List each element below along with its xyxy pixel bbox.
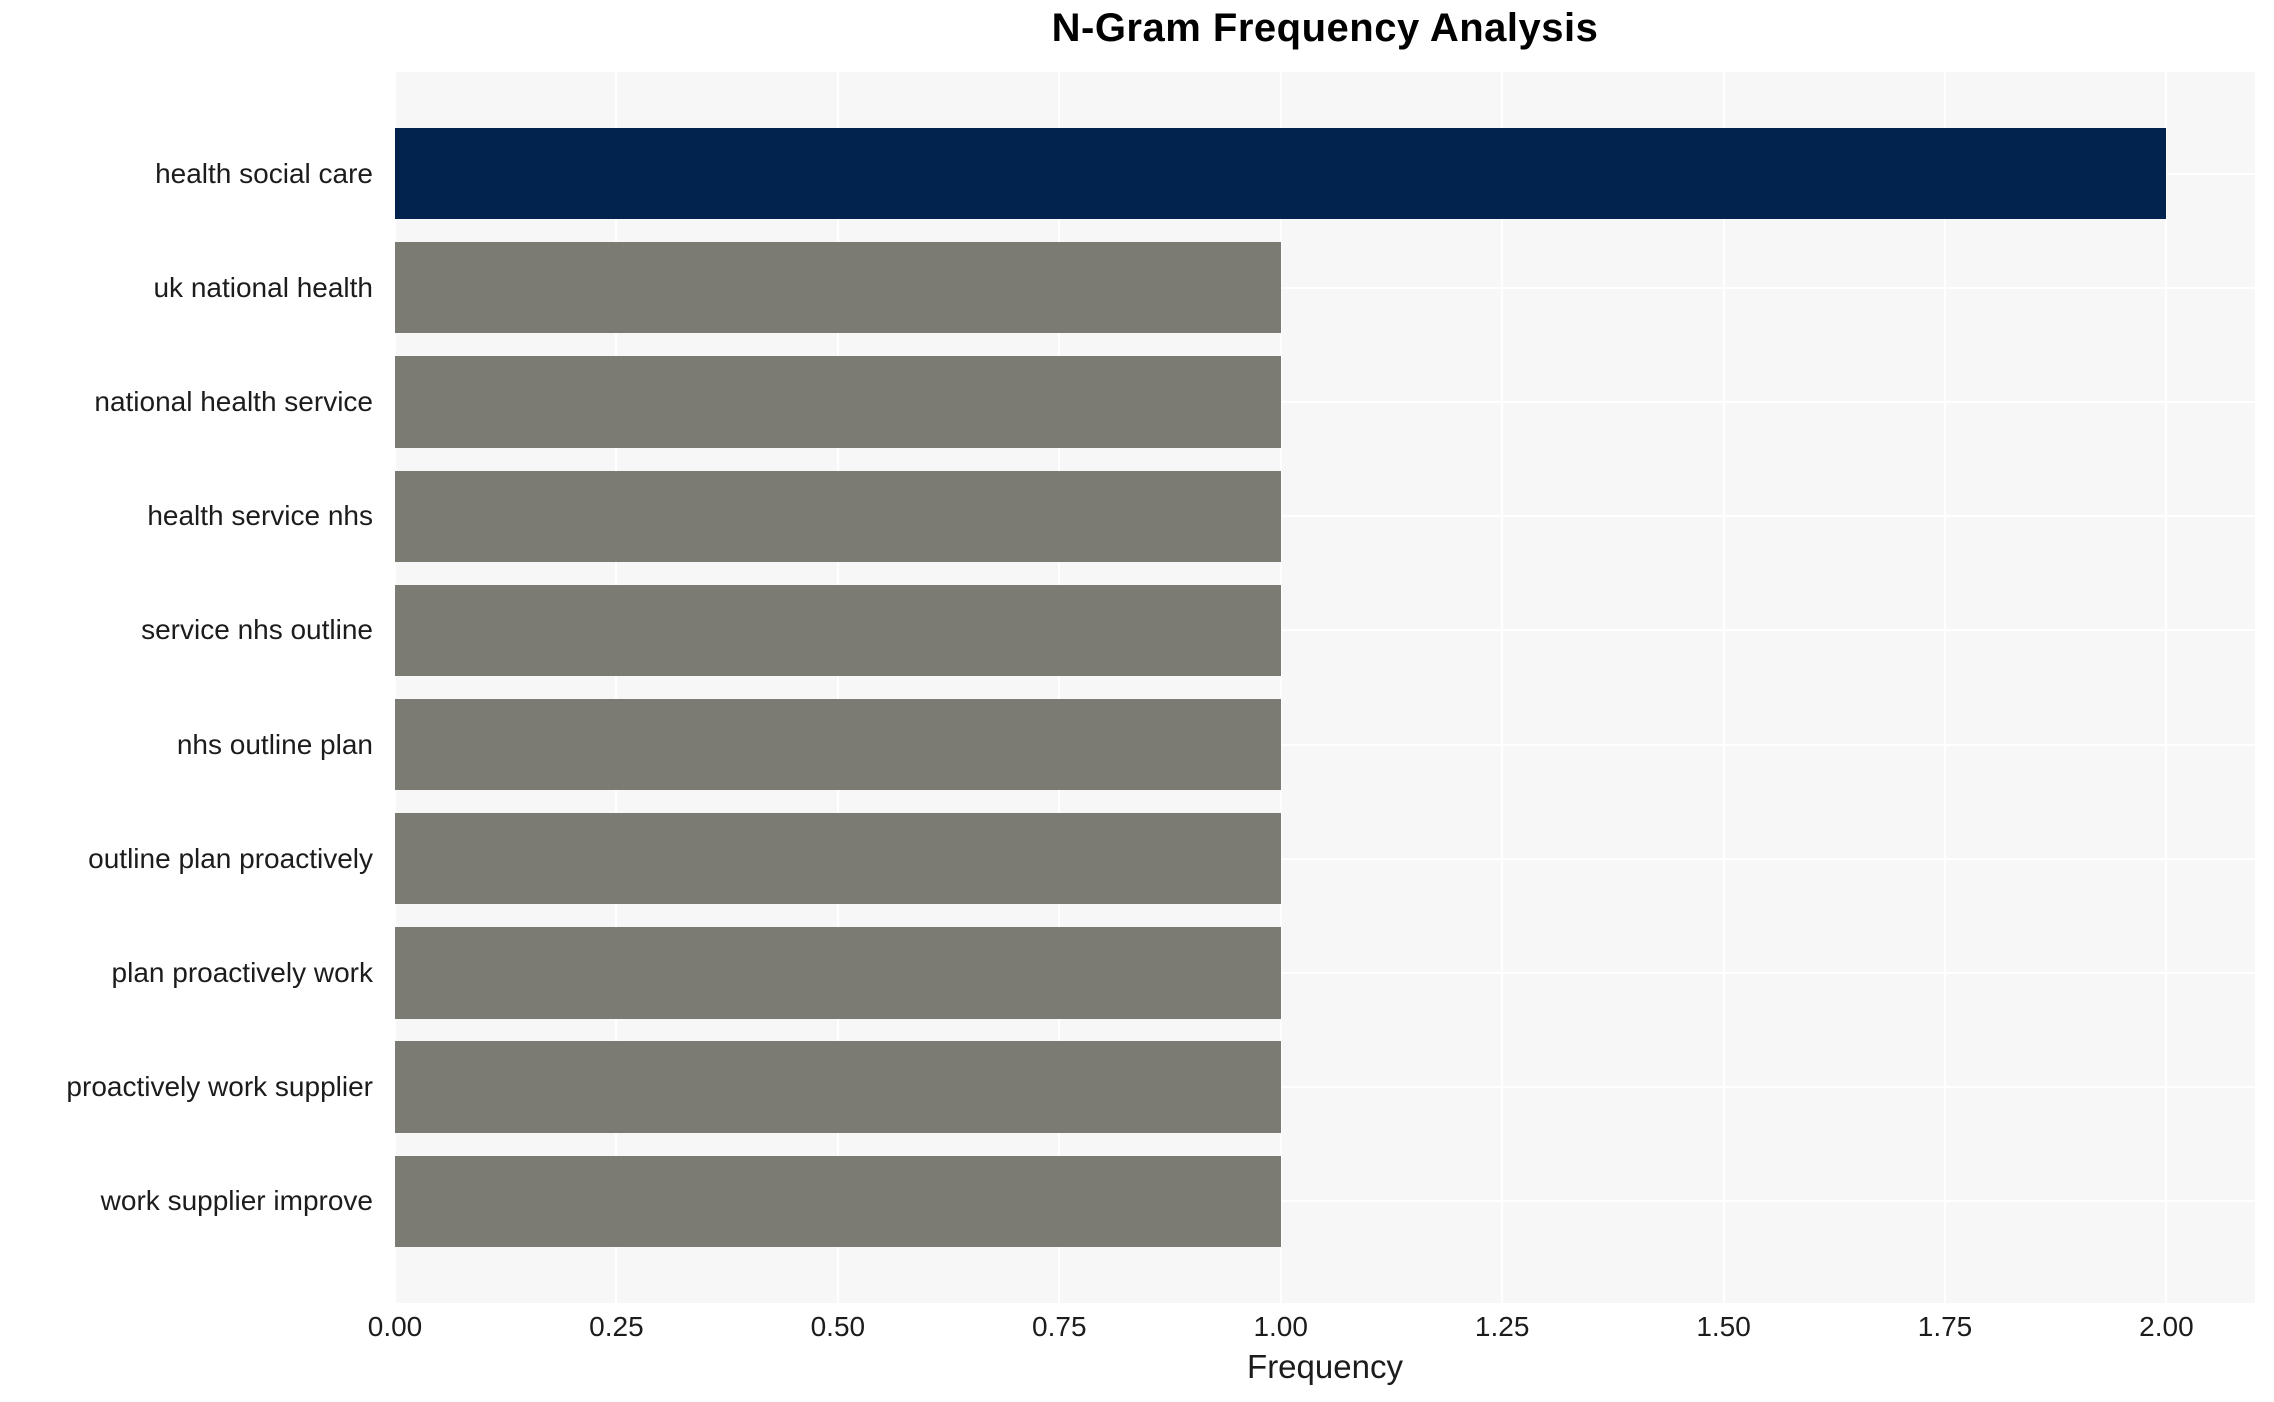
gridline-horizontal [395, 1086, 2255, 1089]
category-label: service nhs outline [141, 614, 373, 646]
bar-service-nhs-outline [395, 584, 1281, 677]
gridline-vertical [836, 72, 839, 1303]
gridline-horizontal [395, 401, 2255, 404]
category-label: uk national health [153, 271, 373, 303]
x-tick-label: 0.00 [367, 1311, 423, 1342]
gridline-vertical [1279, 72, 1282, 1303]
bar-national-health-service [395, 356, 1281, 448]
x-tick-label: 1.75 [1917, 1311, 1973, 1342]
chart-title: N-Gram Frequency Analysis [1051, 6, 1599, 50]
gridline-horizontal [395, 1200, 2255, 1203]
bar-outline-plan-proactively [395, 813, 1281, 905]
x-tick-label: 0.25 [589, 1311, 644, 1342]
category-label: national health service [94, 386, 373, 418]
gridline-horizontal [395, 286, 2255, 289]
category-label: outline plan proactively [88, 842, 373, 874]
gridline-vertical [394, 72, 396, 1303]
gridline-vertical [1944, 72, 1946, 1303]
gridline-horizontal [395, 515, 2255, 518]
gridline-horizontal [395, 971, 2255, 974]
x-tick-label: 0.50 [810, 1311, 866, 1342]
bar-proactively-work-supplier [395, 1041, 1281, 1133]
bar-uk-national-health [395, 242, 1281, 334]
plot-area [394, 72, 2255, 1303]
gridline-vertical [1058, 72, 1061, 1303]
bar-work-supplier-improve [395, 1155, 1281, 1248]
x-tick-label: 1.25 [1474, 1311, 1530, 1342]
category-label: health service nhs [147, 500, 373, 532]
gridline-vertical [2165, 72, 2168, 1303]
y-axis-category-labels: health social care uk national health nati… [0, 72, 383, 1303]
bar-nhs-outline-plan [395, 698, 1281, 791]
gridline-vertical [1722, 72, 1725, 1303]
gridline-horizontal [395, 857, 2255, 860]
x-tick-label: 1.00 [1253, 1311, 1308, 1342]
category-label: nhs outline plan [176, 728, 373, 760]
x-tick-label: 0.75 [1032, 1311, 1087, 1342]
gridline-vertical [615, 72, 618, 1303]
gridline-horizontal [395, 743, 2255, 746]
bar-health-social-care [395, 127, 2167, 220]
category-label: work supplier improve [100, 1185, 373, 1217]
bar-plan-proactively-work [395, 927, 1281, 1019]
bar-health-service-nhs [395, 470, 1281, 562]
gridline-horizontal [395, 629, 2255, 632]
x-tick-label: 1.50 [1696, 1311, 1751, 1342]
gridline-vertical [1501, 72, 1504, 1303]
category-label: health social care [155, 157, 373, 189]
category-label: proactively work supplier [66, 1071, 373, 1103]
category-label: plan proactively work [111, 956, 373, 988]
x-tick-label: 2.00 [2139, 1311, 2194, 1342]
x-axis-tick-labels: 0.00 0.25 0.50 0.75 1.00 1.25 1.50 1.75 2.00 [368, 1311, 2255, 1345]
x-axis-label: Frequency [1247, 1348, 1403, 1385]
